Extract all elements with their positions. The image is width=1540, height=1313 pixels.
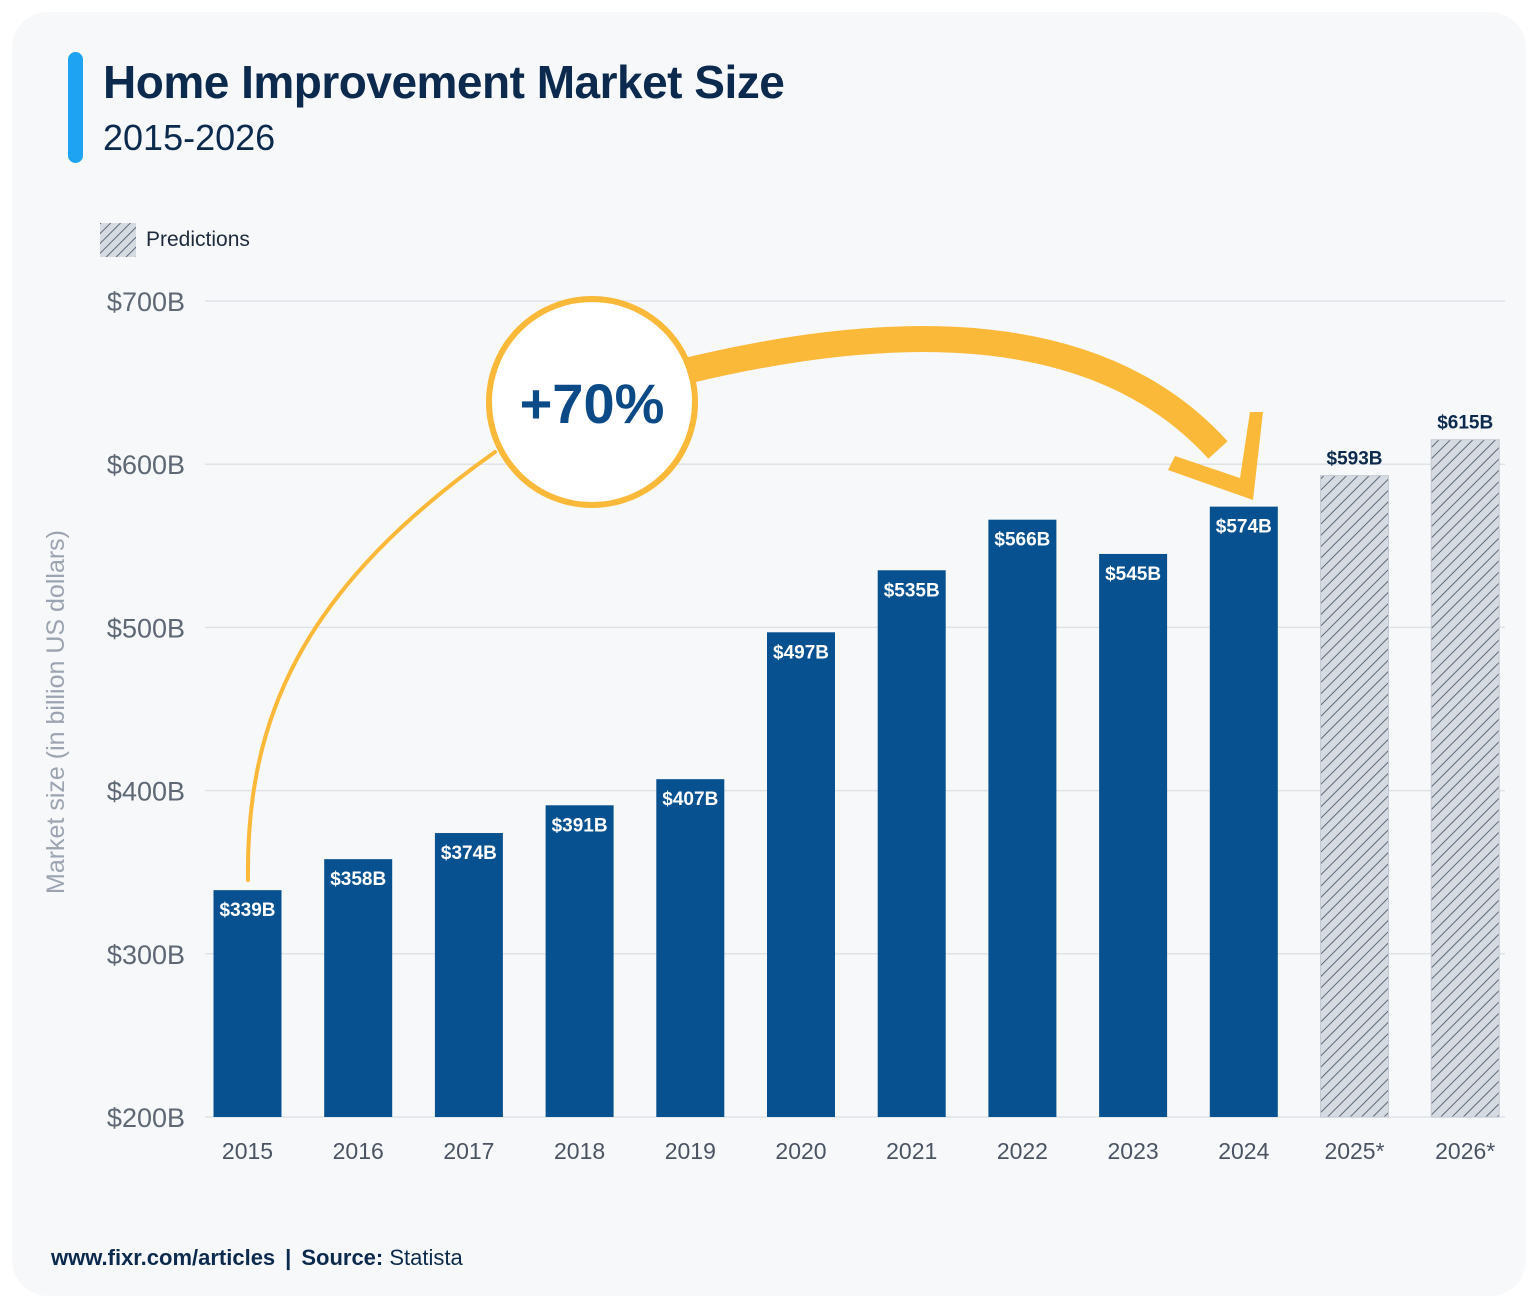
x-tick-label: 2022 — [997, 1138, 1048, 1164]
y-tick-label: $600B — [107, 450, 185, 480]
bar-value-label: $545B — [1105, 564, 1161, 585]
chart-subtitle: 2015-2026 — [103, 117, 276, 158]
y-tick-label: $400B — [107, 777, 185, 807]
bar-value-label: $535B — [884, 580, 940, 601]
growth-percent-label: +70% — [520, 372, 665, 435]
bar — [656, 779, 725, 1117]
footer-separator: | — [285, 1245, 292, 1270]
footer-source-label: Source: — [301, 1245, 384, 1270]
x-tick-label: 2025* — [1324, 1138, 1384, 1164]
growth-circle — [486, 296, 698, 508]
title-accent-bar — [68, 52, 83, 163]
bar — [213, 890, 282, 1117]
bar-value-label: $574B — [1216, 517, 1272, 538]
bar — [988, 519, 1057, 1117]
x-tick-label: 2018 — [554, 1138, 605, 1164]
y-tick-label: $200B — [107, 1103, 185, 1133]
x-tick-label: 2016 — [333, 1138, 384, 1164]
bar — [1099, 553, 1168, 1117]
bar-value-label: $374B — [441, 843, 497, 864]
x-tick-label: 2024 — [1218, 1138, 1269, 1164]
x-tick-label: 2015 — [222, 1138, 273, 1164]
y-tick-label: $500B — [107, 613, 185, 643]
x-tick-label: 2026* — [1435, 1138, 1495, 1164]
footer: www.fixr.com/articles | Source: Statista — [51, 1245, 463, 1271]
bar-value-label: $391B — [552, 815, 608, 836]
bar-value-label: $497B — [773, 642, 829, 663]
bar — [545, 805, 614, 1117]
footer-source-value: Statista — [389, 1245, 463, 1270]
bar-prediction — [1430, 439, 1500, 1118]
footer-url[interactable]: www.fixr.com/articles — [51, 1245, 276, 1270]
growth-arrow-thin-arc — [245, 450, 497, 882]
y-axis-title: Market size (in billion US dollars) — [42, 530, 70, 894]
bar-value-label: $358B — [330, 869, 386, 890]
x-tick-label: 2020 — [775, 1138, 826, 1164]
legend-prediction-label: Predictions — [146, 228, 250, 251]
growth-arrow-head — [1168, 412, 1263, 500]
bar — [434, 833, 503, 1117]
x-tick-label: 2017 — [443, 1138, 494, 1164]
legend-prediction-swatch — [100, 223, 136, 257]
chart-title: Home Improvement Market Size — [103, 56, 785, 108]
bar — [767, 632, 835, 1117]
y-tick-label: $300B — [107, 940, 185, 970]
bar-value-label: $566B — [994, 530, 1050, 551]
bar-value-label: $407B — [662, 789, 718, 810]
bar — [1209, 506, 1278, 1118]
bar-prediction — [1320, 475, 1389, 1118]
bar — [877, 570, 946, 1117]
growth-arrow-thick-arc — [686, 326, 1228, 459]
bar-value-label: $593B — [1327, 449, 1383, 470]
x-tick-label: 2019 — [665, 1138, 716, 1164]
bar-value-label: $615B — [1437, 413, 1493, 434]
x-tick-label: 2021 — [886, 1138, 937, 1164]
y-tick-label: $700B — [107, 287, 185, 317]
bar-value-label: $339B — [220, 900, 276, 921]
x-tick-label: 2023 — [1108, 1138, 1159, 1164]
bar — [324, 859, 393, 1117]
